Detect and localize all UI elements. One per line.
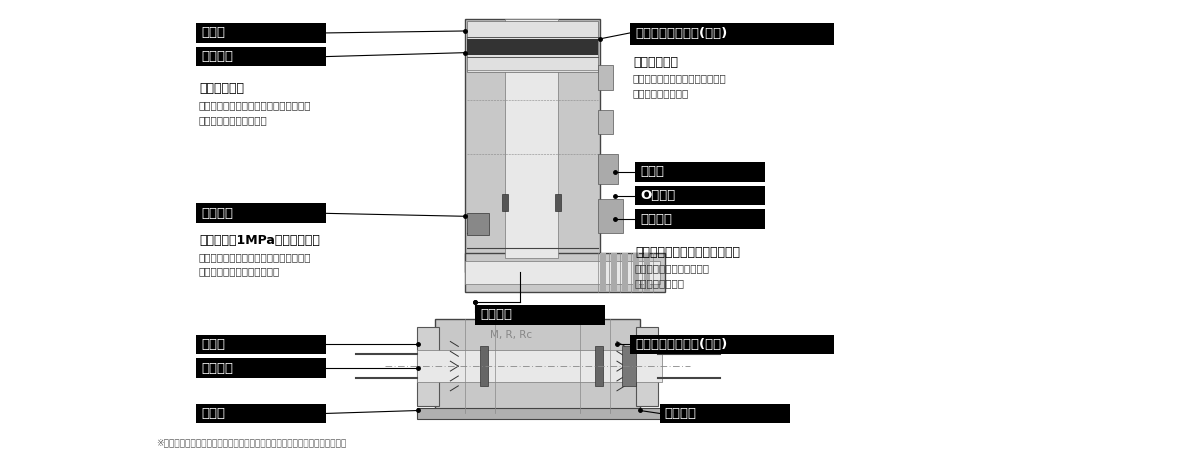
Text: ガイド: ガイド (201, 27, 225, 40)
FancyBboxPatch shape (643, 253, 649, 292)
FancyBboxPatch shape (630, 335, 835, 354)
FancyBboxPatch shape (635, 186, 764, 206)
FancyBboxPatch shape (465, 253, 665, 292)
Text: 接続ねじ: 接続ねじ (480, 308, 513, 321)
Text: スタッド: スタッド (640, 213, 672, 226)
Text: ※ねじ部がなくボディ材質が樹脂のみの製品は全て銅系不可仕様となります。: ※ねじ部がなくボディ材質が樹脂のみの製品は全て銅系不可仕様となります。 (156, 438, 346, 447)
FancyBboxPatch shape (622, 346, 636, 386)
FancyBboxPatch shape (417, 408, 661, 419)
FancyBboxPatch shape (635, 162, 764, 182)
FancyBboxPatch shape (660, 404, 789, 423)
Text: 位置決めが可能。: 位置決めが可能。 (635, 279, 685, 288)
Text: チャックがチューブへ必要以上に: チャックがチューブへ必要以上に (633, 73, 727, 83)
Text: 低真空から1MPaまで使用可能: 低真空から1MPaまで使用可能 (199, 234, 320, 247)
Text: ボディ: ボディ (640, 166, 664, 179)
Text: ガイド: ガイド (201, 338, 225, 351)
FancyBboxPatch shape (598, 198, 623, 233)
Text: 特殊形状により、確実なシールおよび、: 特殊形状により、確実なシールおよび、 (199, 252, 311, 262)
FancyBboxPatch shape (196, 404, 326, 423)
Text: 狭いスペースでの配管に効果的: 狭いスペースでの配管に効果的 (635, 246, 740, 259)
FancyBboxPatch shape (636, 327, 658, 405)
FancyBboxPatch shape (555, 194, 561, 212)
FancyBboxPatch shape (506, 19, 558, 258)
Text: リリースブッシュ(白色): リリースブッシュ(白色) (635, 338, 727, 351)
FancyBboxPatch shape (598, 110, 613, 135)
FancyBboxPatch shape (598, 154, 618, 184)
Text: リリースブッシュ(白色): リリースブッシュ(白色) (635, 27, 727, 40)
FancyBboxPatch shape (622, 253, 628, 292)
FancyBboxPatch shape (502, 194, 508, 212)
Text: チューブ挿入時の抵抗が小。: チューブ挿入時の抵抗が小。 (199, 266, 280, 277)
Text: 喰い込むのを防止。: 喰い込むのを防止。 (633, 88, 689, 98)
FancyBboxPatch shape (196, 47, 326, 67)
Text: チャックにより確実な喰い付きを行い、: チャックにより確実な喰い付きを行い、 (199, 100, 311, 110)
Text: Oリング: Oリング (640, 189, 676, 202)
FancyBboxPatch shape (600, 253, 606, 292)
FancyBboxPatch shape (467, 21, 598, 72)
FancyBboxPatch shape (633, 253, 639, 292)
Text: パッキン: パッキン (665, 407, 697, 420)
Text: チャック: チャック (201, 362, 232, 374)
Text: M, R, Rc: M, R, Rc (490, 330, 532, 340)
Text: 大きな保持力: 大きな保持力 (199, 82, 244, 95)
FancyBboxPatch shape (630, 23, 835, 45)
Text: チューブ保持力を増大。: チューブ保持力を増大。 (199, 115, 267, 125)
FancyBboxPatch shape (435, 319, 640, 414)
FancyBboxPatch shape (196, 203, 326, 223)
FancyBboxPatch shape (467, 39, 598, 54)
FancyBboxPatch shape (480, 346, 489, 386)
Text: パッキン: パッキン (201, 207, 232, 220)
FancyBboxPatch shape (196, 23, 326, 43)
Text: 軽い取外し力: 軽い取外し力 (633, 56, 678, 68)
FancyBboxPatch shape (196, 335, 326, 354)
FancyBboxPatch shape (465, 19, 600, 273)
FancyBboxPatch shape (635, 209, 764, 229)
FancyBboxPatch shape (598, 65, 613, 90)
FancyBboxPatch shape (196, 358, 326, 378)
FancyBboxPatch shape (611, 253, 617, 292)
FancyBboxPatch shape (417, 327, 440, 405)
FancyBboxPatch shape (417, 351, 661, 382)
Text: ボディとねじ部が回転し、: ボディとねじ部が回転し、 (635, 264, 710, 274)
FancyBboxPatch shape (465, 261, 660, 284)
FancyBboxPatch shape (595, 346, 603, 386)
Text: ボディ: ボディ (201, 407, 225, 420)
Text: チャック: チャック (201, 50, 232, 63)
FancyBboxPatch shape (467, 213, 489, 235)
FancyBboxPatch shape (476, 305, 605, 325)
